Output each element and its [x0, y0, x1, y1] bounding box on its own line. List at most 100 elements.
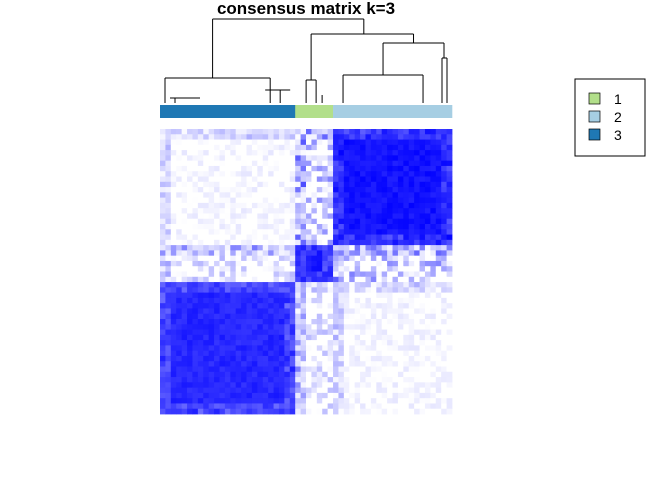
heatmap-cell: [446, 398, 453, 404]
heatmap-cell: [360, 392, 366, 399]
heatmap-cell: [354, 382, 361, 389]
heatmap-cell: [257, 403, 264, 410]
heatmap-cell: [333, 197, 339, 204]
heatmap-cell: [376, 319, 383, 325]
heatmap-cell: [241, 245, 247, 251]
heatmap-cell: [214, 303, 220, 309]
heatmap-cell: [408, 340, 415, 346]
heatmap-cell: [360, 176, 366, 183]
heatmap-cell: [289, 229, 296, 235]
heatmap-cell: [446, 155, 453, 162]
heatmap-cell: [408, 187, 415, 193]
heatmap-cell: [354, 313, 361, 320]
heatmap-cell: [192, 377, 199, 383]
heatmap-cell: [219, 361, 226, 367]
heatmap-cell: [349, 155, 356, 162]
heatmap-cell: [278, 139, 285, 146]
heatmap-cell: [235, 287, 242, 294]
heatmap-cell: [343, 139, 350, 146]
heatmap-cell: [251, 144, 258, 151]
heatmap-cell: [262, 224, 269, 230]
heatmap-cell: [208, 218, 215, 225]
heatmap-cell: [246, 292, 253, 299]
heatmap-cell: [441, 297, 447, 304]
heatmap-cell: [197, 303, 204, 309]
heatmap-cell: [203, 329, 210, 336]
heatmap-cell: [338, 134, 345, 140]
heatmap-cell: [176, 155, 183, 162]
heatmap-cell: [397, 155, 404, 162]
heatmap-cell: [257, 319, 264, 325]
heatmap-cell: [300, 171, 307, 177]
heatmap-cell: [197, 313, 204, 320]
heatmap-cell: [257, 287, 264, 294]
heatmap-cell: [214, 387, 220, 394]
cluster-legend: 123: [574, 78, 646, 157]
heatmap-cell: [192, 340, 199, 346]
heatmap-cell: [251, 224, 258, 230]
heatmap-cell: [397, 403, 404, 410]
heatmap-cell: [408, 371, 415, 378]
heatmap-cell: [224, 171, 231, 177]
heatmap-cell: [414, 202, 420, 209]
heatmap-cell: [327, 271, 334, 278]
heatmap-cell: [165, 382, 172, 389]
heatmap-cell: [424, 382, 431, 389]
heatmap-cell: [424, 155, 431, 162]
heatmap-cell: [273, 377, 280, 383]
heatmap-cell: [197, 234, 204, 241]
heatmap-cell: [354, 334, 361, 341]
heatmap-cell: [187, 239, 193, 246]
heatmap-cell: [219, 165, 226, 172]
heatmap-cell: [327, 350, 334, 357]
heatmap-cell: [295, 271, 301, 278]
heatmap-cell: [192, 271, 199, 278]
heatmap-cell: [251, 398, 258, 404]
heatmap-cell: [387, 255, 393, 262]
heatmap-cell: [246, 282, 253, 288]
heatmap-cell: [338, 197, 345, 204]
heatmap-cell: [278, 208, 285, 214]
heatmap-cell: [203, 208, 210, 214]
heatmap-cell: [343, 150, 350, 156]
heatmap-cell: [224, 313, 231, 320]
heatmap-cell: [278, 197, 285, 204]
heatmap-cell: [354, 355, 361, 362]
heatmap-cell: [424, 319, 431, 325]
heatmap-cell: [349, 160, 356, 167]
heatmap-cell: [257, 271, 264, 278]
heatmap-cell: [241, 144, 247, 151]
heatmap-cell: [424, 229, 431, 235]
heatmap-cell: [306, 287, 312, 294]
heatmap-cell: [192, 197, 199, 204]
heatmap-cell: [387, 165, 393, 172]
heatmap-cell: [257, 171, 264, 177]
heatmap-cell: [219, 276, 226, 283]
heatmap-cell: [203, 176, 210, 183]
heatmap-cell: [278, 266, 285, 272]
heatmap-cell: [295, 239, 301, 246]
heatmap-cell: [219, 181, 226, 188]
heatmap-cell: [181, 340, 188, 346]
heatmap-cell: [300, 355, 307, 362]
heatmap-cell: [414, 229, 420, 235]
heatmap-cell: [268, 377, 274, 383]
heatmap-cell: [435, 202, 442, 209]
heatmap-cell: [424, 208, 431, 214]
heatmap-cell: [268, 355, 274, 362]
heatmap-cell: [338, 187, 345, 193]
heatmap-cell: [208, 313, 215, 320]
heatmap-cell: [241, 292, 247, 299]
heatmap-cell: [284, 165, 291, 172]
heatmap-cell: [176, 165, 183, 172]
heatmap-cell: [349, 334, 356, 341]
heatmap-cell: [208, 234, 215, 241]
heatmap-cell: [408, 392, 415, 399]
heatmap-cell: [381, 176, 388, 183]
heatmap-cell: [230, 297, 237, 304]
heatmap-cell: [230, 361, 237, 367]
heatmap-cell: [387, 403, 393, 410]
heatmap-cell: [246, 324, 253, 330]
heatmap-cell: [376, 287, 383, 294]
